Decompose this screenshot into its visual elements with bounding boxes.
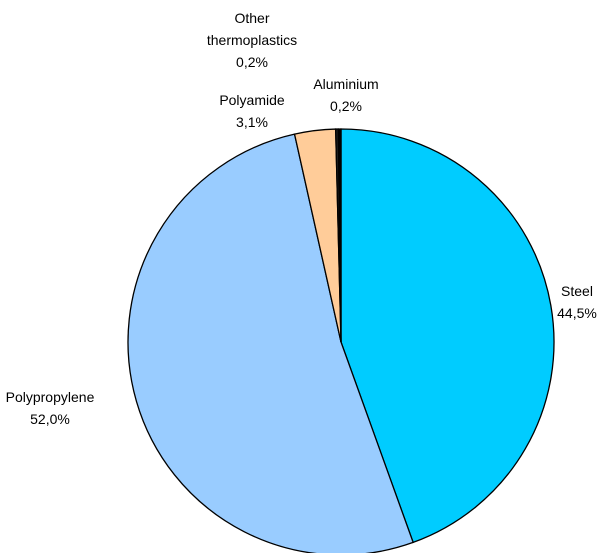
slice-polypropylene <box>127 133 414 553</box>
label-steel: Steel 44,5% <box>557 283 597 321</box>
slice-percent-label: 3,1% <box>236 114 268 130</box>
slice-labels: Steel 44,5% Polypropylene 52,0% Polyamide 3,1… <box>6 10 597 427</box>
label-other-thermoplastics: Other thermoplastics 0,2% <box>207 10 297 70</box>
slice-name-label: Polypropylene <box>6 389 95 405</box>
slice-percent-label: 44,5% <box>557 305 597 321</box>
slice-percent-label: 0,2% <box>236 54 268 70</box>
slice-name-label: Steel <box>561 283 593 299</box>
label-polyamide: Polyamide 3,1% <box>219 92 285 130</box>
slice-name-label: Aluminium <box>313 76 378 92</box>
slice-name-label: thermoplastics <box>207 32 297 48</box>
slice-percent-label: 0,2% <box>330 98 362 114</box>
slice-name-label: Other <box>234 10 269 26</box>
slice-steel <box>340 128 555 544</box>
pie-slices <box>127 128 555 553</box>
slice-aluminium <box>337 128 342 343</box>
slice-name-label: Polyamide <box>219 92 285 108</box>
label-polypropylene: Polypropylene 52,0% <box>6 389 95 427</box>
label-aluminium: Aluminium 0,2% <box>313 76 378 114</box>
slice-percent-label: 52,0% <box>30 411 70 427</box>
